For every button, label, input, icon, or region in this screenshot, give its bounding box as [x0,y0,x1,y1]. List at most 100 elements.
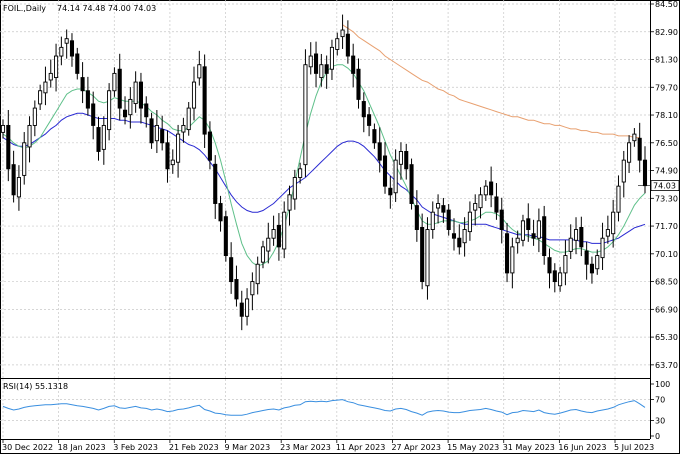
candle-body [308,55,313,68]
candle-body [494,196,499,213]
last-price-tag: 74.03 [650,180,680,192]
candle-body [138,81,143,109]
candle-body [250,281,255,296]
price-tick-label: 78.10 [655,111,678,120]
candle-body [186,107,191,131]
price-tick-label: 66.90 [655,305,678,314]
time-tick-label: 18 Jan 2023 [58,443,106,452]
candle-body [441,205,446,213]
candle-body [128,98,133,116]
candle-body [425,229,430,287]
candle-body [409,164,414,204]
candle-body [149,118,154,144]
time-tick-label: 11 Apr 2023 [336,443,385,452]
time-tick-label: 23 Mar 2023 [280,443,331,452]
candle-body [605,229,610,237]
candle-body [632,133,637,142]
price-tick-label: 63.70 [655,361,678,370]
candle-body [80,77,85,92]
candle-body [122,109,128,118]
candle-body [234,279,239,300]
candle-body [165,142,170,170]
candle-body [144,103,149,118]
candle-body [32,107,37,126]
rsi-tick-label: 30 [655,416,665,425]
candle-body [69,40,75,57]
candle-body [382,155,388,187]
candle-body [271,229,276,239]
candle-body [404,151,409,170]
price-tick-label: 70.10 [655,250,678,259]
candle-body [398,151,403,165]
time-axis-labels: 30 Dec 2022 18 Jan 2023 3 Feb 2023 21 Feb 2… [2,439,654,452]
candle-body [489,181,494,196]
candle-body [467,211,472,233]
price-tick-label: 71.70 [655,222,678,231]
candle-body [414,205,419,230]
candle-body [292,177,297,200]
rsi-line [2,399,646,416]
candle-body [377,142,382,161]
rsi-tick-label: 0 [655,432,660,441]
candle-body [361,101,366,118]
candle-body [558,272,563,287]
price-axis-labels: 84.50 82.90 81.30 79.70 78.10 76.50 74.90 73.30… [638,0,678,370]
candle-body [351,55,356,74]
candle-body [245,298,250,317]
candle-body [367,114,372,126]
time-tick-label: 30 Dec 2022 [2,443,53,452]
price-tick-label: 68.50 [655,278,678,287]
candle-body [430,211,435,230]
candle-body [59,46,64,57]
time-tick-label: 21 Feb 2023 [169,443,219,452]
candle-body [388,187,393,196]
candle-body [324,64,329,74]
time-tick-label: 16 Jun 2023 [558,443,606,452]
candle-body [276,224,281,248]
candle-body [611,211,616,235]
time-tick-label: 31 May 2023 [503,443,555,452]
candle-body [457,237,462,248]
ohlc-label: 74.14 74.48 74.00 74.03 [57,4,156,13]
ma-slow-line [342,24,640,139]
candle-body [526,218,531,230]
candle-body [483,185,488,196]
candle-body [451,233,457,239]
rsi-series [2,399,646,416]
candle-body [462,229,467,244]
candle-body [298,168,303,178]
last-price-box [650,180,680,192]
price-tick-label: 82.90 [655,28,678,37]
candle-body [584,250,589,265]
candle-body [600,237,605,259]
candle-body [96,127,101,152]
rsi-tick-label: 100 [655,380,670,389]
candle-body [356,68,361,100]
candle-body [531,233,536,239]
candle-body [547,257,552,274]
candle-body [75,53,80,74]
candle-body [38,90,43,105]
candle-body [436,203,441,209]
candle-body [197,64,202,79]
candle-body [637,137,642,161]
time-tick-label: 3 Feb 2023 [113,443,158,452]
candle-body [446,209,451,230]
candle-body [43,81,48,94]
candle-body [260,246,266,263]
price-tick-label: 74.90 [655,167,678,176]
candle-body [303,64,308,166]
candle-body [154,124,159,142]
candle-body [510,246,515,274]
price-tick-label: 79.70 [655,83,678,92]
candle-body [345,33,350,57]
candle-body [420,227,425,283]
candle-body [393,159,398,194]
candle-body [616,185,621,213]
candle-body [133,81,138,105]
candle-body [181,124,186,133]
candle-body [579,227,584,248]
candle-body [266,237,271,252]
candle-body [170,159,175,166]
